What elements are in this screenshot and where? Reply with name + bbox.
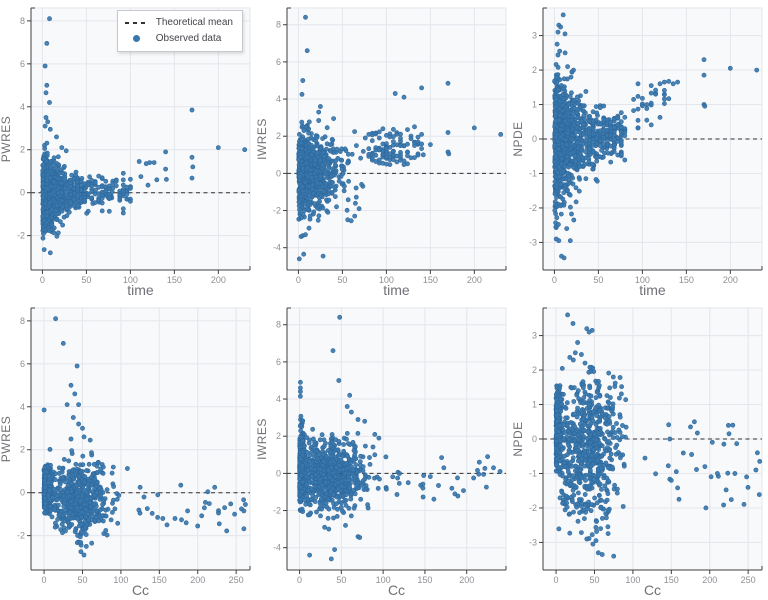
svg-text:-3: -3 [529, 237, 537, 247]
subplot-npde-vs-cc: 0 50 100 150 200 250 -3 -2 -1 0 1 2 3 Cc NPDE [512, 300, 768, 600]
svg-text:4: 4 [20, 402, 25, 412]
svg-text:6: 6 [20, 359, 25, 369]
svg-text:200: 200 [211, 275, 226, 285]
svg-text:50: 50 [593, 275, 603, 285]
svg-text:8: 8 [276, 20, 281, 30]
svg-text:200: 200 [467, 275, 482, 285]
svg-text:time: time [127, 282, 154, 298]
subplot-pwres-vs-time: 0 50 100 150 200 -2 0 2 4 6 8 time PWRES Theoretical… [0, 0, 256, 300]
svg-text:2: 2 [20, 445, 25, 455]
svg-text:2: 2 [276, 131, 281, 141]
svg-text:6: 6 [20, 59, 25, 69]
svg-text:150: 150 [423, 275, 438, 285]
svg-text:-1: -1 [529, 168, 537, 178]
svg-text:4: 4 [20, 102, 25, 112]
svg-text:IWRES: IWRES [256, 118, 269, 160]
svg-text:150: 150 [679, 275, 694, 285]
svg-text:0: 0 [42, 575, 47, 585]
svg-text:-2: -2 [529, 203, 537, 213]
svg-text:50: 50 [77, 575, 87, 585]
svg-text:100: 100 [113, 575, 128, 585]
legend-label-theoretical-mean: Theoretical mean [155, 17, 233, 28]
svg-text:2: 2 [532, 65, 537, 75]
svg-text:200: 200 [190, 575, 205, 585]
svg-text:0: 0 [40, 275, 45, 285]
svg-text:-2: -2 [17, 531, 25, 541]
svg-text:2: 2 [20, 145, 25, 155]
svg-text:PWRES: PWRES [0, 416, 13, 463]
dashed-line-swatch [124, 19, 149, 27]
subplot-npde-vs-time: 0 50 100 150 200 -3 -2 -1 0 1 2 3 time NPDE [512, 0, 768, 300]
plot-canvas-iwres-vs-time[interactable]: 0 50 100 150 200 -4 -2 0 2 4 6 8 time IWRES [256, 0, 512, 300]
svg-text:0: 0 [20, 188, 25, 198]
svg-text:250: 250 [229, 575, 244, 585]
svg-text:time: time [639, 282, 666, 298]
svg-text:NPDE: NPDE [512, 121, 525, 156]
legend: Theoretical mean Observed data [116, 10, 243, 52]
svg-text:-2: -2 [17, 231, 25, 241]
svg-text:8: 8 [20, 16, 25, 26]
svg-text:100: 100 [123, 275, 138, 285]
svg-text:-4: -4 [273, 243, 281, 253]
svg-text:0: 0 [552, 275, 557, 285]
svg-text:-2: -2 [273, 206, 281, 216]
svg-text:PWRES: PWRES [0, 116, 13, 163]
plot-canvas-npde-vs-time[interactable]: 0 50 100 150 200 -3 -2 -1 0 1 2 3 time NPDE [512, 0, 768, 300]
subplot-iwres-vs-time: 0 50 100 150 200 -4 -2 0 2 4 6 8 time IWRES [256, 0, 512, 300]
svg-text:50: 50 [337, 275, 347, 285]
svg-text:4: 4 [276, 94, 281, 104]
svg-text:0: 0 [20, 488, 25, 498]
plot-canvas-pwres-vs-cc[interactable]: 0 50 100 150 200 250 -2 0 2 4 6 8 Cc PWRES [0, 300, 256, 600]
svg-text:50: 50 [81, 275, 91, 285]
svg-text:6: 6 [276, 57, 281, 67]
svg-text:time: time [383, 282, 410, 298]
svg-text:0: 0 [296, 275, 301, 285]
svg-text:150: 150 [152, 575, 167, 585]
svg-text:100: 100 [635, 275, 650, 285]
subplot-iwres-vs-cc: 0 50 100 150 200 -4 -2 0 2 4 6 8 Cc IWRES [256, 300, 512, 600]
svg-text:3: 3 [532, 31, 537, 41]
legend-label-observed-data: Observed data [155, 33, 222, 44]
svg-text:8: 8 [20, 316, 25, 326]
subplot-pwres-vs-cc: 0 50 100 150 200 250 -2 0 2 4 6 8 Cc PWRES [0, 300, 256, 600]
legend-item-observed-data[interactable]: Observed data [125, 33, 233, 44]
svg-text:0: 0 [532, 134, 537, 144]
svg-text:0: 0 [276, 168, 281, 178]
svg-text:Cc: Cc [132, 582, 149, 598]
legend-item-theoretical-mean[interactable]: Theoretical mean [124, 17, 233, 28]
svg-text:200: 200 [723, 275, 738, 285]
dot-swatch [125, 35, 149, 43]
svg-text:1: 1 [532, 100, 537, 110]
svg-text:100: 100 [379, 275, 394, 285]
svg-text:150: 150 [167, 275, 182, 285]
